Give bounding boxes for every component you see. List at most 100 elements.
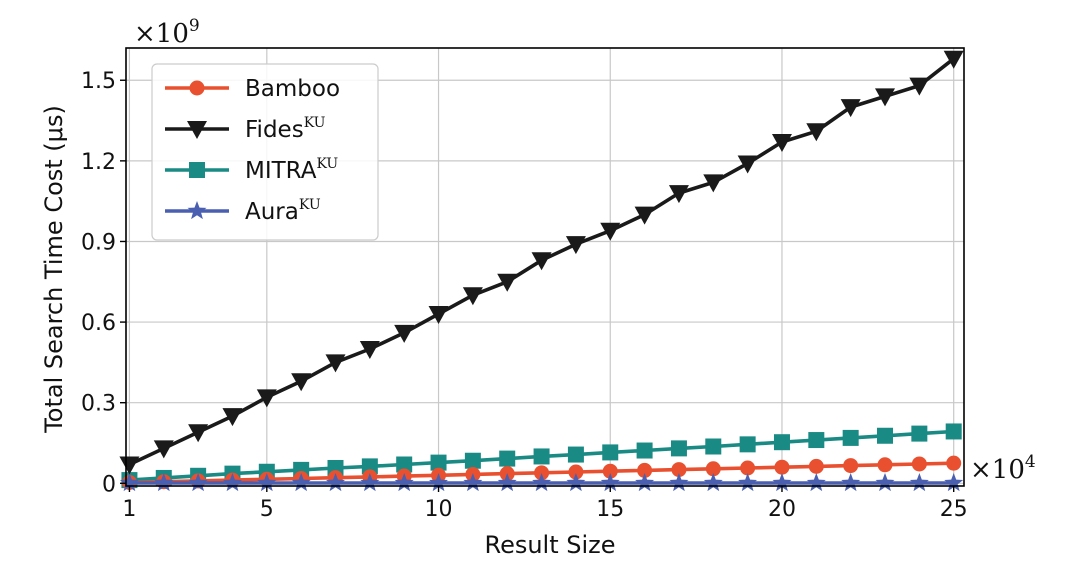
fides-point: [737, 155, 758, 174]
legend: Bamboo FidesKU MITRAKU AuraKU: [151, 63, 379, 241]
mitra-point: [808, 432, 825, 449]
mitra-point: [602, 444, 619, 461]
aura-point: [360, 473, 380, 492]
fides-point: [634, 206, 655, 225]
bamboo-point: [602, 463, 618, 479]
bamboo-point: [946, 455, 962, 471]
x-multiplier-label: ×104: [970, 452, 1036, 485]
mitra-point: [911, 425, 928, 442]
aura-point: [223, 473, 242, 492]
bamboo-point: [568, 464, 584, 480]
aura-point: [119, 473, 139, 492]
legend-item-bamboo: Bamboo: [165, 76, 340, 102]
mitra-point: [430, 454, 447, 471]
fides-point: [497, 273, 518, 292]
fides-point: [256, 389, 277, 408]
aura-point: [772, 473, 792, 492]
aura-point: [703, 473, 723, 492]
legend-item-aura: AuraKU: [165, 197, 321, 225]
aura-point: [600, 473, 620, 492]
aura-point: [738, 473, 758, 492]
aura-point: [532, 473, 552, 492]
mitra-point: [499, 450, 516, 467]
y-axis-title: Total Search Time Cost (μs): [40, 105, 68, 434]
fides-point: [875, 88, 896, 107]
series-fides: [119, 50, 964, 475]
legend-label-bamboo: Bamboo: [245, 76, 340, 102]
x-tick-label: 20: [768, 497, 796, 522]
fides-point: [428, 306, 449, 325]
bamboo-point: [843, 458, 859, 474]
legend-label-aura: AuraKU: [245, 197, 321, 225]
plot-frame: [125, 47, 965, 487]
bamboo-point: [740, 460, 756, 476]
aura-point: [875, 473, 895, 492]
mitra-point: [842, 429, 859, 446]
mitra-point: [705, 438, 722, 455]
legend-label-mitra: MITRAKU: [245, 156, 338, 184]
legend-box: [151, 63, 379, 241]
fides-point: [703, 174, 724, 193]
series-aura: [119, 473, 964, 492]
aura-point: [841, 473, 861, 492]
fides-point: [771, 134, 792, 153]
mitra-point: [670, 440, 687, 457]
mitra-point: [464, 452, 481, 469]
x-tick-label: 15: [596, 497, 624, 522]
x-tick-label: 25: [940, 497, 968, 522]
bamboo-point: [774, 459, 790, 475]
x-tick-label: 10: [425, 497, 453, 522]
x-tick-label: 5: [260, 497, 274, 522]
bamboo-legend-marker: [189, 80, 205, 96]
aura-point: [909, 473, 929, 492]
y-tick-label: 1.5: [81, 69, 116, 94]
fides-point: [325, 354, 346, 373]
y-multiplier-label: ×109: [134, 16, 200, 49]
aura-point: [497, 473, 517, 492]
fides-point: [840, 99, 861, 118]
x-tick-label: 1: [122, 497, 136, 522]
fides-point: [668, 185, 689, 204]
aura-point: [394, 473, 414, 492]
fides-point: [909, 77, 930, 96]
aura-legend-marker: [187, 201, 207, 220]
bamboo-point: [671, 462, 687, 478]
fides-point: [359, 340, 380, 359]
legend-item-mitra: MITRAKU: [165, 156, 338, 184]
legend-item-fides: FidesKU: [165, 115, 326, 143]
mitra-legend-marker: [189, 162, 205, 178]
mitra-point: [877, 427, 894, 444]
bamboo-point: [534, 465, 550, 481]
fides-legend-marker: [187, 121, 207, 139]
series-group: [119, 50, 964, 492]
x-axis-title: Result Size: [484, 531, 615, 559]
fides-point: [600, 222, 621, 241]
y-tick-label: 0: [102, 472, 116, 497]
aura-point: [257, 473, 277, 492]
fides-point: [188, 424, 209, 443]
y-tick-label: 1.2: [81, 150, 116, 175]
fides-point: [565, 236, 586, 255]
mitra-point: [636, 442, 653, 459]
fides-point: [806, 123, 827, 142]
bamboo-point: [911, 456, 927, 472]
fides-point: [462, 287, 483, 306]
bamboo-point: [637, 462, 653, 478]
mitra-point: [361, 458, 378, 475]
bamboo-point: [808, 458, 824, 474]
aura-point: [188, 473, 208, 492]
mitra-point: [739, 436, 756, 453]
mitra-point: [773, 434, 790, 451]
y-tick-label: 0.9: [81, 230, 116, 255]
fides-point: [943, 50, 964, 69]
legend-label-fides: FidesKU: [245, 115, 326, 143]
aura-point: [429, 473, 448, 492]
fides-point: [119, 456, 140, 475]
aura-point: [806, 473, 826, 492]
mitra-point: [533, 448, 550, 465]
bamboo-point: [705, 461, 721, 477]
y-tick-label: 0.3: [81, 392, 116, 417]
fides-point: [394, 324, 415, 343]
